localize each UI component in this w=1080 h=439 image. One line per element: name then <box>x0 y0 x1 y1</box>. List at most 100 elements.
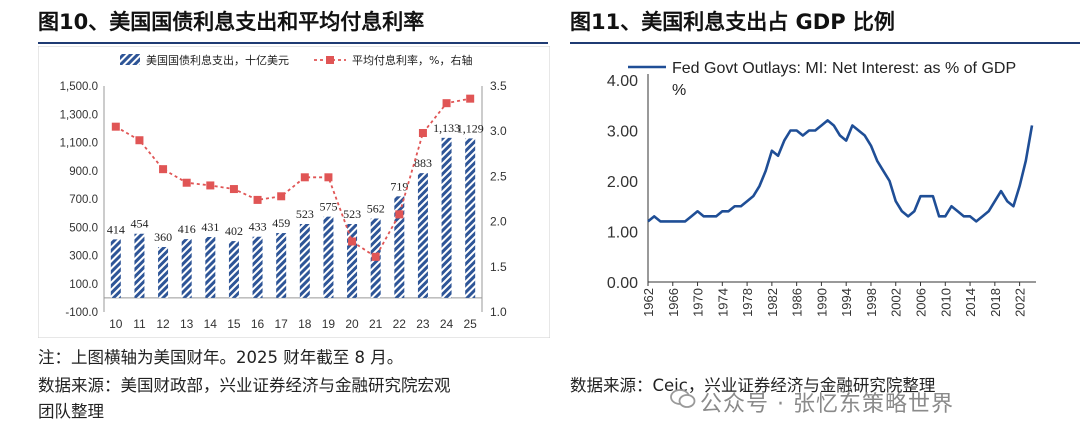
rate-point-fy23 <box>418 129 427 138</box>
bar-value-label: 431 <box>201 220 219 234</box>
x-tick-label: 19 <box>322 317 336 331</box>
bar-value-label: 402 <box>225 224 243 238</box>
chart-frame <box>38 46 550 338</box>
rate-point-fy11 <box>135 136 144 145</box>
bar-fy23 <box>417 173 428 298</box>
bar-fy12 <box>158 247 169 298</box>
x-tick-label: 25 <box>464 317 478 331</box>
bar-value-label: 360 <box>154 230 172 244</box>
rate-point-fy18 <box>300 173 309 182</box>
x-tick-label: 1974 <box>715 288 730 317</box>
legend-label-line1: Fed Govt Outlays: MI: Net Interest: as %… <box>672 60 1016 77</box>
x-tick-label: 1970 <box>691 288 706 317</box>
left-tick-label: 1,300.0 <box>60 109 98 121</box>
x-tick-label: 24 <box>440 317 454 331</box>
bar-value-label: 883 <box>414 156 432 170</box>
bar-fy25 <box>465 138 476 298</box>
x-tick-label: 2022 <box>1013 288 1028 317</box>
x-tick-label: 18 <box>298 317 312 331</box>
bar-value-label: 562 <box>367 201 385 215</box>
x-tick-label: 10 <box>109 317 123 331</box>
bar-value-label: 523 <box>343 207 361 221</box>
bar-fy22 <box>394 196 405 298</box>
x-tick-label: 1966 <box>666 288 681 317</box>
x-tick-label: 17 <box>275 317 289 331</box>
legend-line-marker <box>326 56 334 64</box>
right-tick-label: 3.0 <box>490 124 507 138</box>
left-tick-label: 900.0 <box>69 166 98 178</box>
bar-value-label: 719 <box>390 179 408 193</box>
figure10-source-line2: 团队整理 <box>38 402 104 421</box>
bar-value-label: 454 <box>130 217 148 231</box>
rate-point-fy12 <box>159 165 168 174</box>
right-tick-label: 1.0 <box>490 305 507 319</box>
right-tick-label: 3.5 <box>490 79 507 93</box>
x-tick-label: 20 <box>345 317 359 331</box>
y-tick-label: 1.00 <box>607 225 638 242</box>
bar-value-label: 416 <box>178 222 196 236</box>
bar-value-label: 1,133 <box>433 121 460 135</box>
x-tick-label: 2014 <box>963 288 978 317</box>
x-tick-label: 11 <box>133 317 146 331</box>
bar-value-label: 414 <box>107 222 125 236</box>
left-tick-label: 700.0 <box>69 194 98 206</box>
figure11-source: 数据来源：Ceic，兴业证券经济与金融研究院整理 <box>570 376 936 395</box>
x-tick-label: 2010 <box>938 288 953 317</box>
left-tick-label: 1,100.0 <box>60 138 98 150</box>
legend-bar-label: 美国国债利息支出，十亿美元 <box>146 53 289 67</box>
bar-fy20 <box>347 224 358 298</box>
rate-point-fy15 <box>229 185 238 194</box>
x-tick-label: 1986 <box>790 288 805 317</box>
figure10-source-line1: 数据来源：美国财政部，兴业证券经济与金融研究院宏观 <box>38 376 451 395</box>
y-tick-label: 2.00 <box>607 174 638 191</box>
bar-fy16 <box>252 236 263 298</box>
legend-line-label: 平均付息利率，%，右轴 <box>352 53 472 67</box>
right-tick-label: 2.0 <box>490 215 507 229</box>
x-tick-label: 1990 <box>814 288 829 317</box>
left-tick-label: 300.0 <box>69 251 98 263</box>
rate-point-fy24 <box>442 99 451 108</box>
y-tick-label: 3.00 <box>607 124 638 141</box>
x-tick-label: 2002 <box>889 288 904 317</box>
figure10-title: 图10、美国国债利息支出和平均付息利率 <box>38 10 425 34</box>
figure10-note: 注：上图横轴为美国财年。2025 财年截至 8 月。 <box>38 348 404 367</box>
rate-line <box>115 97 471 259</box>
y-tick-label: 0.00 <box>607 275 638 292</box>
bar-fy17 <box>276 233 287 298</box>
right-tick-label: 1.5 <box>490 260 507 274</box>
left-tick-label: 500.0 <box>69 222 98 234</box>
bar-value-label: 1,129 <box>457 121 484 135</box>
rate-point-fy14 <box>206 181 215 190</box>
x-tick-label: 1962 <box>641 288 656 317</box>
left-tick-label: 1,500.0 <box>60 81 98 93</box>
rate-point-fy20 <box>348 237 357 246</box>
bar-value-label: 575 <box>319 200 337 214</box>
x-tick-label: 1978 <box>740 288 755 317</box>
right-tick-label: 2.5 <box>490 169 507 183</box>
rate-point-fy13 <box>182 178 191 187</box>
bar-value-label: 523 <box>296 207 314 221</box>
bar-fy13 <box>181 239 192 298</box>
legend-label-line2: % <box>672 82 686 99</box>
x-tick-label: 21 <box>369 317 383 331</box>
x-tick-label: 12 <box>156 317 170 331</box>
rate-point-fy19 <box>324 173 333 182</box>
left-tick-label: 100.0 <box>69 279 98 291</box>
bar-fy19 <box>323 216 334 298</box>
left-tick-label: -100.0 <box>65 307 98 319</box>
legend-bar-swatch <box>120 54 140 65</box>
rate-point-fy10 <box>111 122 120 131</box>
bar-fy14 <box>205 236 216 298</box>
y-tick-label: 4.00 <box>607 73 638 90</box>
bar-fy18 <box>299 224 310 298</box>
x-tick-label: 1994 <box>839 288 854 317</box>
watermark-text: 公众号 · 张忆东策略世界 <box>700 392 954 417</box>
bar-fy24 <box>441 137 452 298</box>
figure11-title-rule <box>570 42 1080 44</box>
figure10-title-rule <box>38 42 548 44</box>
interest-expense-chart: 美国国债利息支出，十亿美元 平均付息利率，%，右轴 -100.0 100.0 300.… <box>38 46 550 338</box>
x-tick-label: 1998 <box>864 288 879 317</box>
bar-fy10 <box>110 239 121 298</box>
rate-point-fy17 <box>277 192 286 201</box>
rate-point-fy22 <box>395 210 404 219</box>
